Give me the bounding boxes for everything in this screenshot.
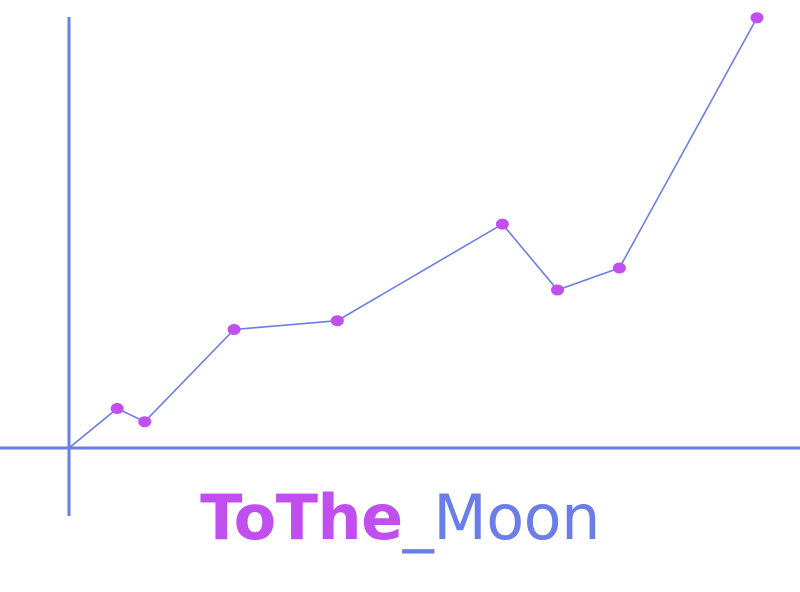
data-point [612, 262, 626, 274]
data-point [227, 324, 241, 335]
data-point [110, 403, 124, 414]
data-point [495, 218, 509, 230]
data-points [110, 12, 764, 428]
data-point [551, 284, 564, 296]
logo: ToThe_Moon [0, 478, 800, 558]
series-line [68, 17, 758, 449]
logo-text-moon: _Moon [402, 481, 601, 554]
logo-text-tothe: ToThe [200, 481, 403, 554]
data-point [750, 12, 764, 24]
data-point [330, 315, 344, 327]
data-point [138, 416, 152, 428]
